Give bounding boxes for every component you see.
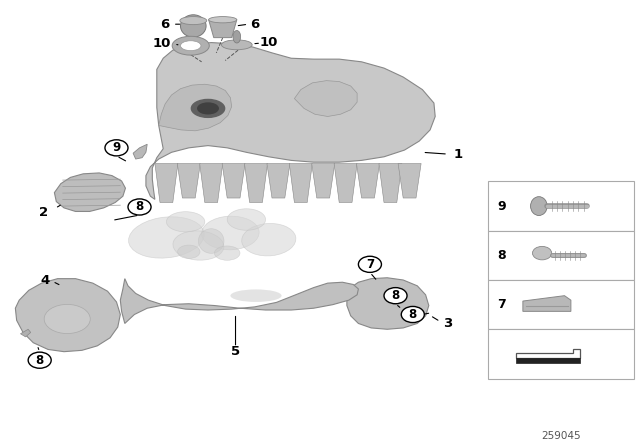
Ellipse shape <box>532 246 552 260</box>
FancyBboxPatch shape <box>488 181 634 231</box>
Polygon shape <box>200 164 223 202</box>
Polygon shape <box>120 279 358 323</box>
FancyBboxPatch shape <box>516 358 580 363</box>
Ellipse shape <box>173 231 224 260</box>
Polygon shape <box>398 164 421 198</box>
Polygon shape <box>155 164 178 202</box>
Polygon shape <box>146 43 435 199</box>
Ellipse shape <box>198 103 218 114</box>
Ellipse shape <box>178 245 200 258</box>
Ellipse shape <box>233 30 241 43</box>
Text: 8: 8 <box>392 289 399 302</box>
Text: 3: 3 <box>444 317 452 330</box>
Text: 10: 10 <box>152 37 170 51</box>
Ellipse shape <box>242 224 296 256</box>
Ellipse shape <box>230 289 282 302</box>
Ellipse shape <box>166 212 205 232</box>
Circle shape <box>28 352 51 368</box>
Circle shape <box>128 199 151 215</box>
FancyBboxPatch shape <box>488 280 634 329</box>
Ellipse shape <box>129 217 204 258</box>
Text: 8: 8 <box>36 353 44 367</box>
Ellipse shape <box>221 40 252 50</box>
Text: 8: 8 <box>497 249 506 262</box>
Ellipse shape <box>531 197 547 215</box>
Polygon shape <box>267 164 290 198</box>
Polygon shape <box>523 296 571 311</box>
Text: 259045: 259045 <box>541 431 580 441</box>
Polygon shape <box>516 349 580 358</box>
Polygon shape <box>347 278 429 329</box>
Polygon shape <box>15 279 120 352</box>
Text: 8: 8 <box>136 200 143 214</box>
Polygon shape <box>244 164 268 202</box>
Polygon shape <box>356 164 380 198</box>
Ellipse shape <box>227 209 266 230</box>
Ellipse shape <box>214 246 240 260</box>
Polygon shape <box>222 164 245 198</box>
Text: 6: 6 <box>161 17 170 31</box>
Ellipse shape <box>191 99 225 117</box>
Circle shape <box>105 140 128 156</box>
Polygon shape <box>133 144 147 159</box>
Text: 7: 7 <box>497 298 506 311</box>
Polygon shape <box>379 164 402 202</box>
Ellipse shape <box>172 36 209 55</box>
Text: 6: 6 <box>250 17 259 31</box>
Polygon shape <box>312 164 335 198</box>
Ellipse shape <box>198 229 224 254</box>
Text: 9: 9 <box>497 199 506 213</box>
Circle shape <box>384 288 407 304</box>
Text: 7: 7 <box>366 258 374 271</box>
Ellipse shape <box>180 15 206 37</box>
Circle shape <box>358 256 381 272</box>
Polygon shape <box>177 164 200 198</box>
Polygon shape <box>294 81 357 116</box>
Ellipse shape <box>202 216 259 250</box>
FancyBboxPatch shape <box>488 329 634 379</box>
Ellipse shape <box>180 17 207 25</box>
Text: 9: 9 <box>113 141 120 155</box>
Text: 4: 4 <box>40 273 49 287</box>
FancyBboxPatch shape <box>488 231 634 280</box>
Polygon shape <box>159 84 232 131</box>
Polygon shape <box>334 164 357 202</box>
Ellipse shape <box>44 305 90 333</box>
Polygon shape <box>289 164 312 202</box>
Polygon shape <box>20 329 31 337</box>
Circle shape <box>401 306 424 323</box>
Text: 8: 8 <box>409 308 417 321</box>
Text: 1: 1 <box>454 147 463 161</box>
Text: 10: 10 <box>260 35 278 49</box>
Ellipse shape <box>180 41 201 51</box>
Ellipse shape <box>209 17 237 23</box>
Polygon shape <box>209 20 237 38</box>
Polygon shape <box>54 173 125 211</box>
Text: 2: 2 <box>39 206 48 219</box>
Text: 5: 5 <box>231 345 240 358</box>
